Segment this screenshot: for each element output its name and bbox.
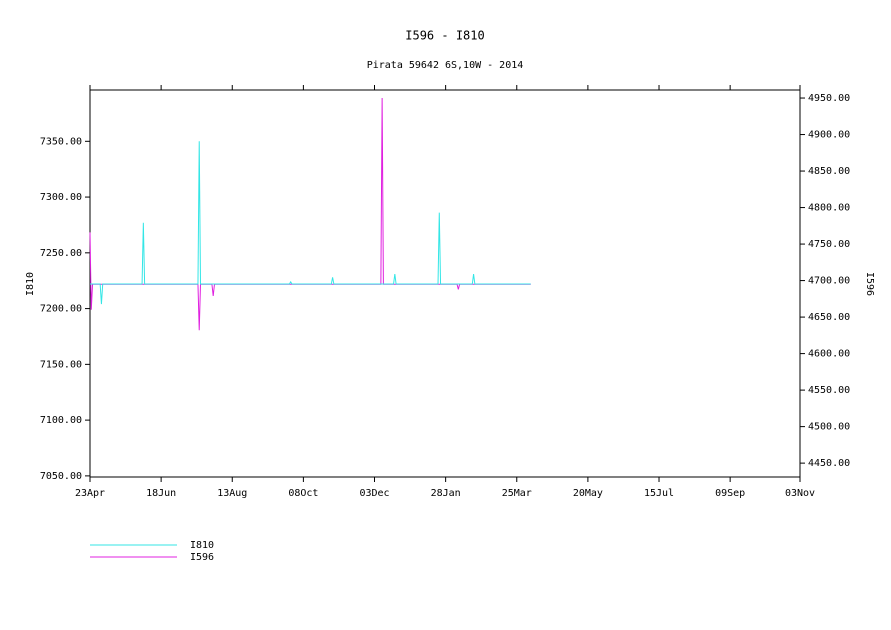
- y-axis-label: I810: [25, 272, 36, 296]
- x-tick-label: 28Jan: [431, 488, 461, 499]
- y2-tick-label: 4850.00: [808, 166, 850, 177]
- y-tick-label: 7300.00: [40, 192, 82, 203]
- y2-tick-label: 4700.00: [808, 276, 850, 287]
- series-line: [90, 141, 531, 305]
- y2-tick-label: 4750.00: [808, 239, 850, 250]
- x-tick-label: 25Mar: [502, 488, 532, 499]
- chart-subtitle: Pirata 59642 6S,10W - 2014: [367, 60, 524, 71]
- y-tick-label: 7050.00: [40, 471, 82, 482]
- y-tick-label: 7100.00: [40, 415, 82, 426]
- y2-tick-label: 4450.00: [808, 458, 850, 469]
- y2-tick-label: 4950.00: [808, 93, 850, 104]
- y-tick-label: 7150.00: [40, 359, 82, 370]
- x-tick-label: 03Nov: [785, 488, 815, 499]
- legend-label: I596: [190, 552, 214, 563]
- y2-tick-label: 4900.00: [808, 130, 850, 141]
- y-tick-label: 7350.00: [40, 136, 82, 147]
- legend-label: I810: [190, 540, 214, 551]
- y-tick-label: 7250.00: [40, 248, 82, 259]
- x-tick-label: 13Aug: [217, 488, 247, 499]
- chart-title: I596 - I810: [405, 29, 484, 43]
- x-tick-label: 09Sep: [715, 488, 745, 499]
- y2-tick-label: 4500.00: [808, 422, 850, 433]
- y2-tick-label: 4600.00: [808, 349, 850, 360]
- x-tick-label: 18Jun: [146, 488, 176, 499]
- x-tick-label: 20May: [573, 488, 603, 499]
- series-line: [89, 98, 531, 331]
- y2-tick-label: 4550.00: [808, 385, 850, 396]
- y2-tick-label: 4800.00: [808, 203, 850, 214]
- y-tick-label: 7200.00: [40, 304, 82, 315]
- y2-tick-label: 4650.00: [808, 312, 850, 323]
- x-tick-label: 08Oct: [288, 488, 318, 499]
- x-tick-label: 23Apr: [75, 488, 105, 499]
- plot-frame: [89, 89, 801, 478]
- x-tick-label: 15Jul: [644, 488, 674, 499]
- x-tick-label: 03Dec: [359, 488, 389, 499]
- y2-axis-label: I596: [864, 272, 875, 296]
